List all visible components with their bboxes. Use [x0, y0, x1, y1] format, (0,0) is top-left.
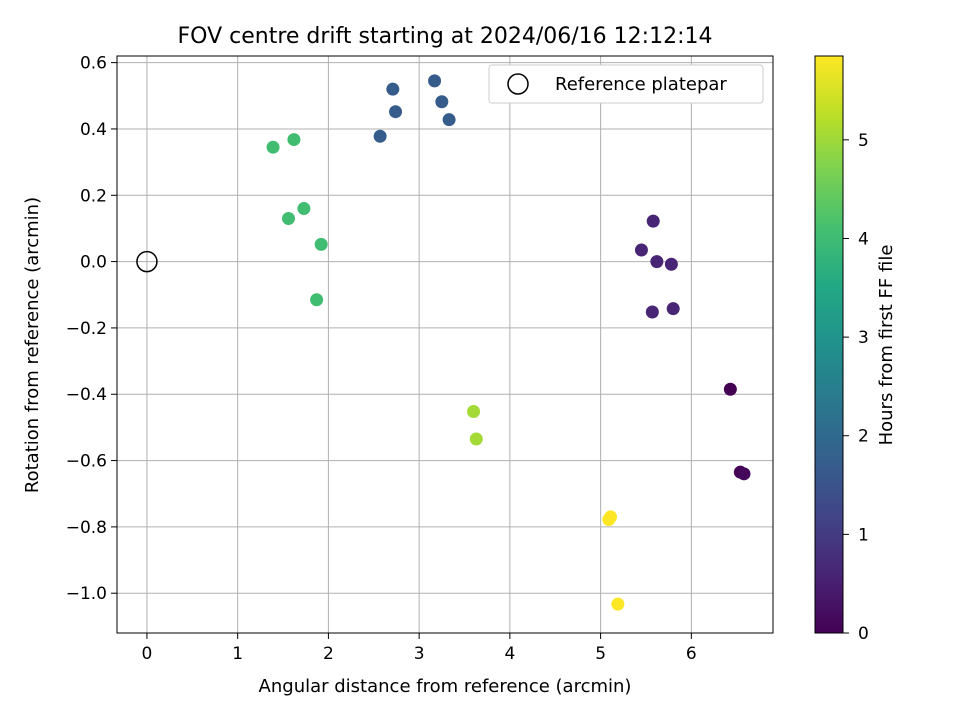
legend: Reference platepar — [488, 64, 764, 104]
data-point — [645, 305, 659, 319]
y-tick-label: −1.0 — [66, 584, 107, 604]
colorbar-tick-label: 5 — [858, 131, 869, 151]
colorbar-tick-label: 1 — [858, 525, 869, 545]
legend-box — [488, 64, 764, 104]
x-tick-label: 2 — [323, 644, 334, 664]
colorbar-tick-label: 3 — [858, 328, 869, 348]
data-point — [467, 404, 481, 418]
data-point — [389, 105, 403, 119]
data-point — [646, 214, 660, 228]
data-point — [723, 382, 737, 396]
colorbar-tick-label: 4 — [858, 229, 869, 249]
data-point — [287, 133, 301, 147]
data-point — [373, 129, 387, 143]
data-point — [442, 113, 456, 127]
colorbar-gradient — [814, 55, 844, 634]
reference-platepar-marker — [136, 250, 158, 273]
y-tick-label: −0.4 — [66, 385, 107, 405]
data-point — [266, 140, 280, 154]
x-tick-label: 5 — [595, 644, 606, 664]
x-tick-label: 1 — [232, 644, 243, 664]
y-tick-label: 0.6 — [80, 54, 107, 74]
data-point — [664, 257, 678, 271]
data-point — [428, 74, 442, 88]
y-axis-ticks: 0.6 0.4 0.2 0.0 −0.2 −0.4 −0.6 −0.8 −1.0 — [66, 54, 117, 604]
data-point — [650, 255, 664, 269]
data-point — [469, 432, 483, 446]
x-axis-ticks: 0 1 2 3 4 5 6 — [142, 633, 697, 664]
colorbar-ticks: 0 1 2 3 4 5 — [843, 131, 869, 644]
x-axis-label: Angular distance from reference (arcmin) — [259, 676, 632, 697]
legend-label: Reference platepar — [555, 74, 727, 95]
data-point — [281, 211, 295, 225]
data-point — [634, 243, 648, 257]
data-point — [297, 202, 311, 216]
data-point — [314, 237, 328, 251]
data-point — [666, 302, 680, 316]
x-tick-label: 3 — [414, 644, 425, 664]
grid-lines — [117, 56, 773, 633]
y-tick-label: 0.2 — [80, 186, 107, 206]
y-tick-label: 0.4 — [80, 120, 107, 140]
legend-marker-icon — [507, 73, 529, 95]
data-point — [310, 293, 324, 307]
x-tick-label: 6 — [686, 644, 697, 664]
y-tick-label: −0.8 — [66, 518, 107, 538]
y-axis-label: Rotation from reference (arcmin) — [22, 197, 43, 493]
colorbar-tick-label: 2 — [858, 427, 869, 447]
data-point — [435, 95, 449, 109]
colorbar: 0 1 2 3 4 5 Hours from first FF file — [814, 55, 897, 644]
colorbar-tick-label: 0 — [858, 624, 869, 644]
data-point — [737, 467, 751, 481]
plot-frame — [116, 55, 774, 634]
x-tick-label: 0 — [142, 644, 153, 664]
y-tick-label: −0.2 — [66, 319, 107, 339]
y-tick-label: 0.0 — [80, 253, 107, 273]
data-points — [266, 74, 751, 611]
data-point — [386, 82, 400, 96]
data-point — [611, 597, 625, 611]
data-point — [602, 513, 616, 527]
colorbar-label: Hours from first FF file — [876, 245, 897, 446]
chart-title: FOV centre drift starting at 2024/06/16 … — [178, 24, 713, 49]
y-tick-label: −0.6 — [66, 452, 107, 472]
x-tick-label: 4 — [504, 644, 515, 664]
